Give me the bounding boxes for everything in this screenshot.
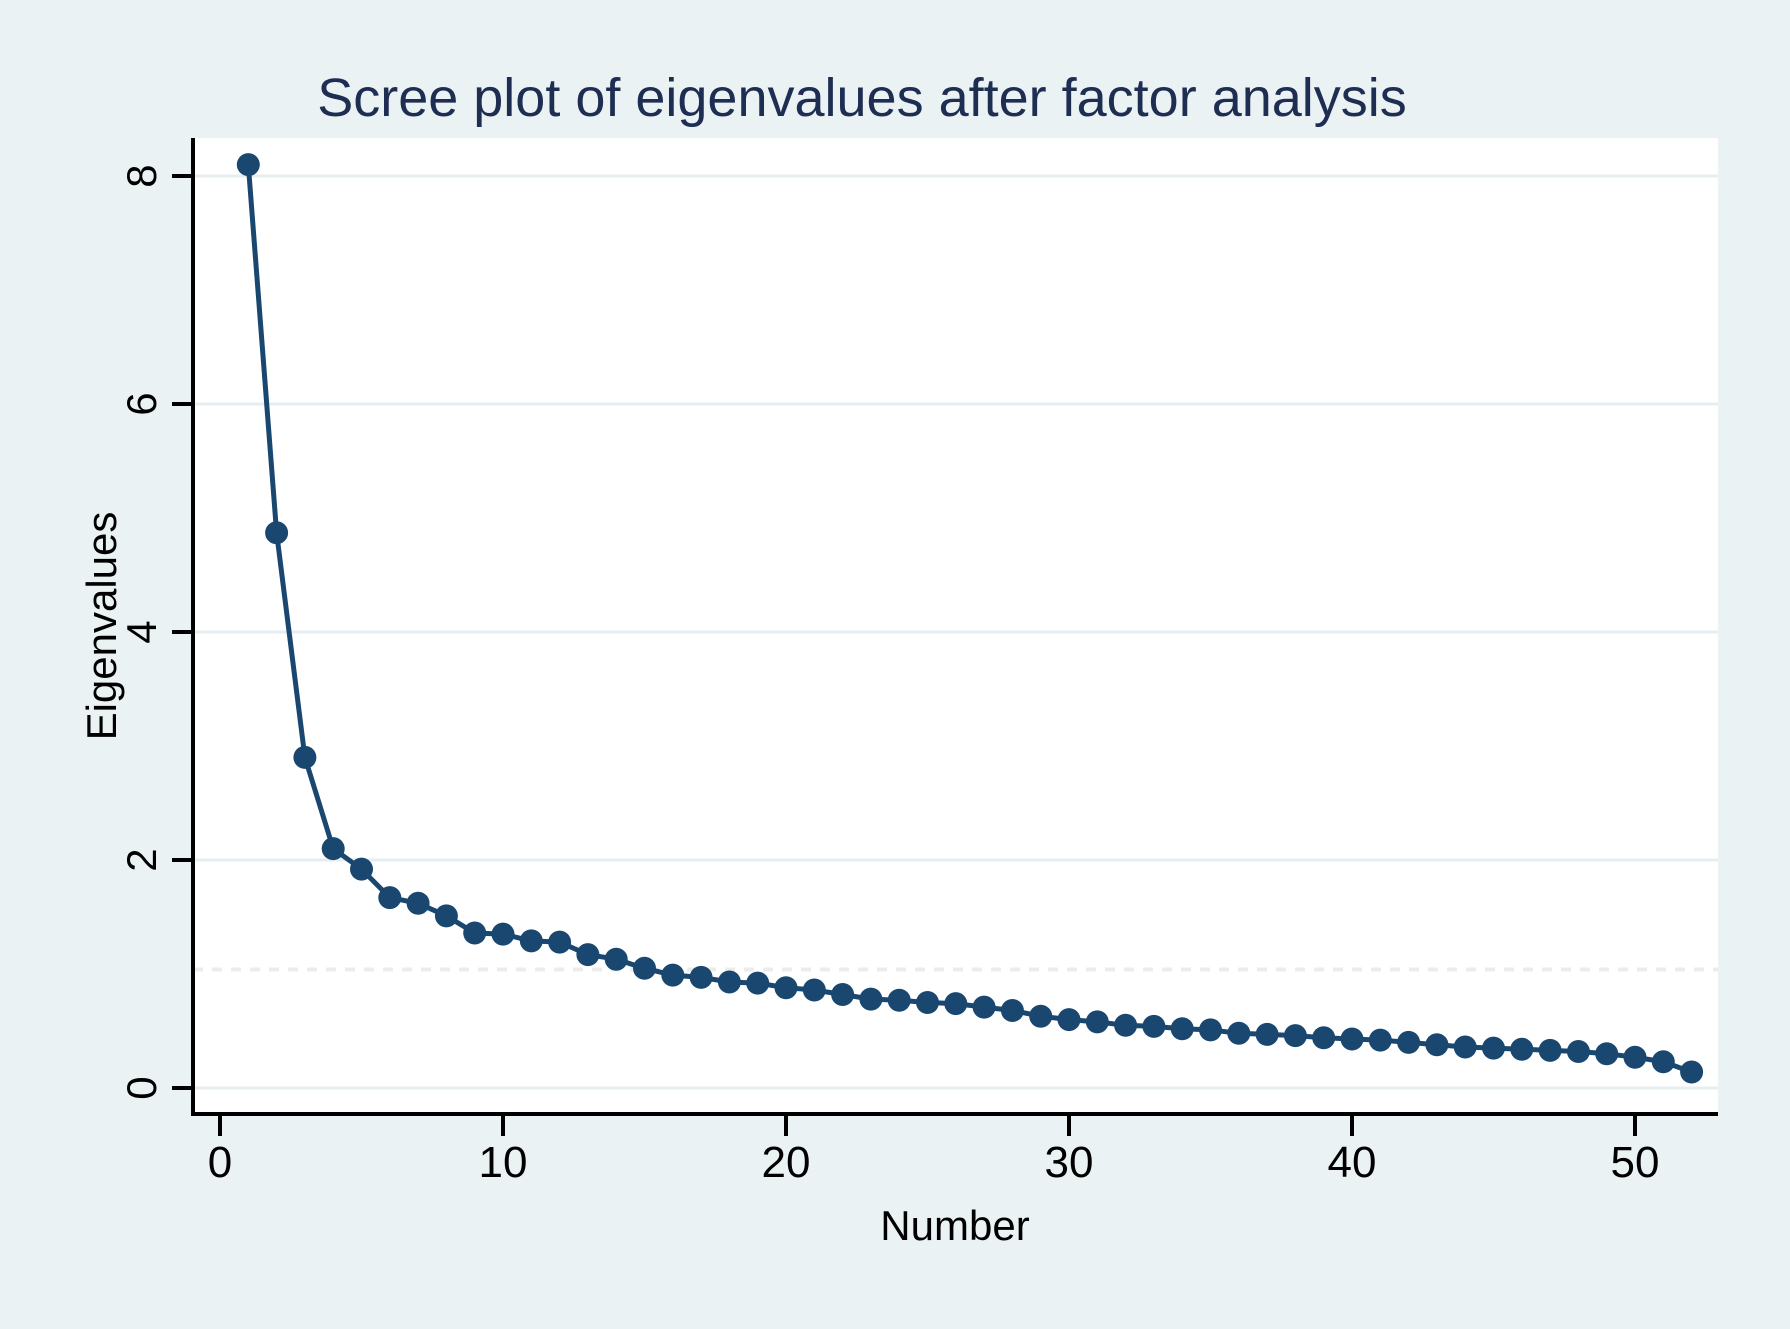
eigenvalue-point bbox=[350, 857, 373, 881]
eigenvalue-point bbox=[265, 521, 289, 545]
eigenvalue-point bbox=[1255, 1022, 1279, 1046]
eigenvalue-point bbox=[519, 929, 543, 953]
eigenvalue-point bbox=[1057, 1008, 1081, 1032]
eigenvalue-point bbox=[604, 947, 628, 971]
eigenvalue-series-line bbox=[245, 164, 1693, 1075]
eigenvalue-point bbox=[293, 745, 317, 769]
eigenvalue-point bbox=[859, 987, 883, 1011]
eigenvalue-point bbox=[1199, 1018, 1222, 1042]
eigenvalue-point bbox=[802, 978, 826, 1002]
eigenvalue-point bbox=[633, 956, 656, 980]
eigenvalue-point bbox=[1114, 1013, 1138, 1037]
y-axis-ticks: 0 2 4 6 8 bbox=[118, 164, 193, 1100]
x-tick-label: 10 bbox=[479, 1138, 528, 1187]
eigenvalue-point bbox=[1397, 1030, 1421, 1054]
eigenvalue-series-markers bbox=[236, 153, 1704, 1084]
eigenvalue-point bbox=[1595, 1042, 1619, 1066]
eigenvalue-point bbox=[1482, 1036, 1505, 1060]
eigenvalue-point bbox=[1085, 1010, 1109, 1034]
eigenvalue-point bbox=[831, 983, 855, 1006]
x-tick-label: 20 bbox=[762, 1138, 811, 1187]
y-tick-label: 6 bbox=[118, 392, 165, 415]
y-axis-label: Eigenvalues bbox=[78, 512, 125, 741]
eigenvalue-point bbox=[434, 904, 458, 928]
y-tick-label: 8 bbox=[118, 164, 165, 187]
x-tick-label: 50 bbox=[1611, 1138, 1660, 1187]
eigenvalue-point bbox=[972, 995, 996, 1019]
eigenvalue-point bbox=[1510, 1037, 1534, 1061]
eigenvalue-point bbox=[236, 153, 260, 177]
chart-title: Scree plot of eigenvalues after factor a… bbox=[317, 68, 1407, 128]
eigenvalue-point bbox=[1283, 1024, 1307, 1048]
x-tick-label: 40 bbox=[1328, 1138, 1377, 1187]
eigenvalue-point bbox=[1170, 1017, 1194, 1041]
eigenvalue-point bbox=[548, 930, 572, 954]
eigenvalue-point bbox=[321, 837, 345, 861]
eigenvalue-point bbox=[1227, 1021, 1251, 1045]
x-tick-label: 0 bbox=[208, 1138, 232, 1187]
eigenvalue-point bbox=[1340, 1027, 1364, 1051]
eigenvalue-point bbox=[1142, 1014, 1166, 1038]
eigenvalue-point bbox=[463, 921, 487, 945]
eigenvalue-point bbox=[576, 943, 600, 967]
eigenvalue-point bbox=[1623, 1045, 1647, 1069]
eigenvalue-point bbox=[1453, 1035, 1477, 1059]
eigenvalue-point bbox=[746, 971, 770, 995]
eigenvalue-point bbox=[491, 922, 515, 946]
x-axis-label: Number bbox=[880, 1202, 1029, 1249]
eigenvalue-point bbox=[916, 991, 939, 1014]
y-tick-label: 0 bbox=[118, 1076, 165, 1099]
eigenvalue-point bbox=[1312, 1026, 1336, 1050]
eigenvalue-point bbox=[1425, 1033, 1449, 1057]
eigenvalue-point bbox=[378, 886, 402, 910]
x-axis-ticks: 0 10 20 30 40 50 bbox=[208, 1114, 1660, 1187]
eigenvalue-point bbox=[1029, 1004, 1053, 1028]
eigenvalue-point bbox=[1000, 999, 1024, 1022]
eigenvalue-point bbox=[1368, 1028, 1392, 1052]
eigenvalue-point bbox=[717, 970, 741, 994]
plot-area bbox=[193, 138, 1718, 1114]
eigenvalue-point bbox=[689, 965, 713, 989]
eigenvalue-point bbox=[887, 988, 911, 1012]
eigenvalue-point bbox=[1651, 1050, 1675, 1074]
y-tick-label: 2 bbox=[118, 848, 165, 871]
eigenvalue-point bbox=[1566, 1040, 1590, 1063]
eigenvalue-point bbox=[661, 963, 685, 987]
horizontal-gridlines bbox=[193, 174, 1718, 1090]
eigenvalue-point bbox=[774, 976, 798, 1000]
eigenvalue-point bbox=[1680, 1060, 1704, 1084]
x-tick-label: 30 bbox=[1045, 1138, 1094, 1187]
y-tick-label: 4 bbox=[118, 620, 165, 643]
eigenvalue-line bbox=[245, 164, 1693, 1075]
eigenvalue-point bbox=[1538, 1038, 1562, 1062]
eigenvalue-point bbox=[944, 992, 968, 1016]
axes bbox=[191, 138, 1718, 1116]
eigenvalue-point bbox=[406, 891, 430, 915]
